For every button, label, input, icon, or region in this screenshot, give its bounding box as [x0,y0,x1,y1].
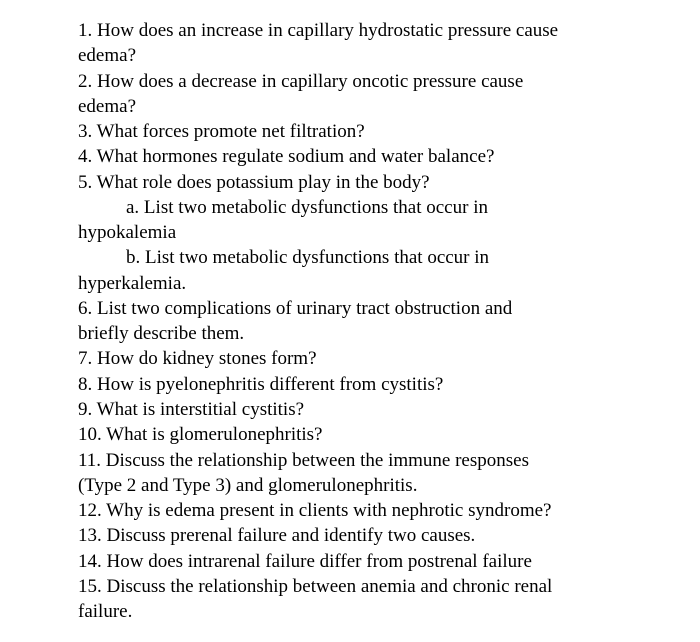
text-line: 1. How does an increase in capillary hyd… [78,18,640,43]
text-line: hyperkalemia. [78,271,640,296]
text-line: b. List two metabolic dysfunctions that … [78,245,640,270]
text-line: 13. Discuss prerenal failure and identif… [78,523,640,548]
text-line: (Type 2 and Type 3) and glomerulonephrit… [78,473,640,498]
text-line: edema? [78,94,640,119]
text-line: 3. What forces promote net filtration? [78,119,640,144]
text-line: 4. What hormones regulate sodium and wat… [78,144,640,169]
text-line: briefly describe them. [78,321,640,346]
text-line: a. List two metabolic dysfunctions that … [78,195,640,220]
text-line: 12. Why is edema present in clients with… [78,498,640,523]
text-line: edema? [78,43,640,68]
text-line: 11. Discuss the relationship between the… [78,448,640,473]
text-line: 14. How does intrarenal failure differ f… [78,549,640,574]
text-line: 5. What role does potassium play in the … [78,170,640,195]
text-line: 10. What is glomerulonephritis? [78,422,640,447]
text-line: 2. How does a decrease in capillary onco… [78,69,640,94]
text-line: failure. [78,599,640,624]
text-line: 8. How is pyelonephritis different from … [78,372,640,397]
question-list: 1. How does an increase in capillary hyd… [0,0,700,642]
text-line: 7. How do kidney stones form? [78,346,640,371]
text-line: 6. List two complications of urinary tra… [78,296,640,321]
text-line: hypokalemia [78,220,640,245]
text-line: 9. What is interstitial cystitis? [78,397,640,422]
text-line: 15. Discuss the relationship between ane… [78,574,640,599]
